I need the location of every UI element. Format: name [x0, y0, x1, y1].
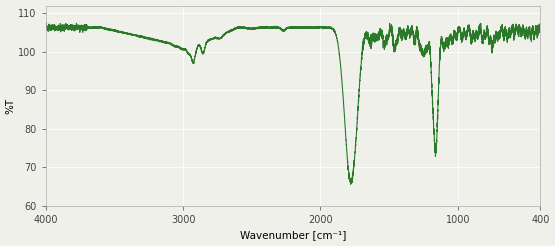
- X-axis label: Wavenumber [cm⁻¹]: Wavenumber [cm⁻¹]: [240, 231, 346, 240]
- Y-axis label: %T: %T: [6, 98, 16, 114]
